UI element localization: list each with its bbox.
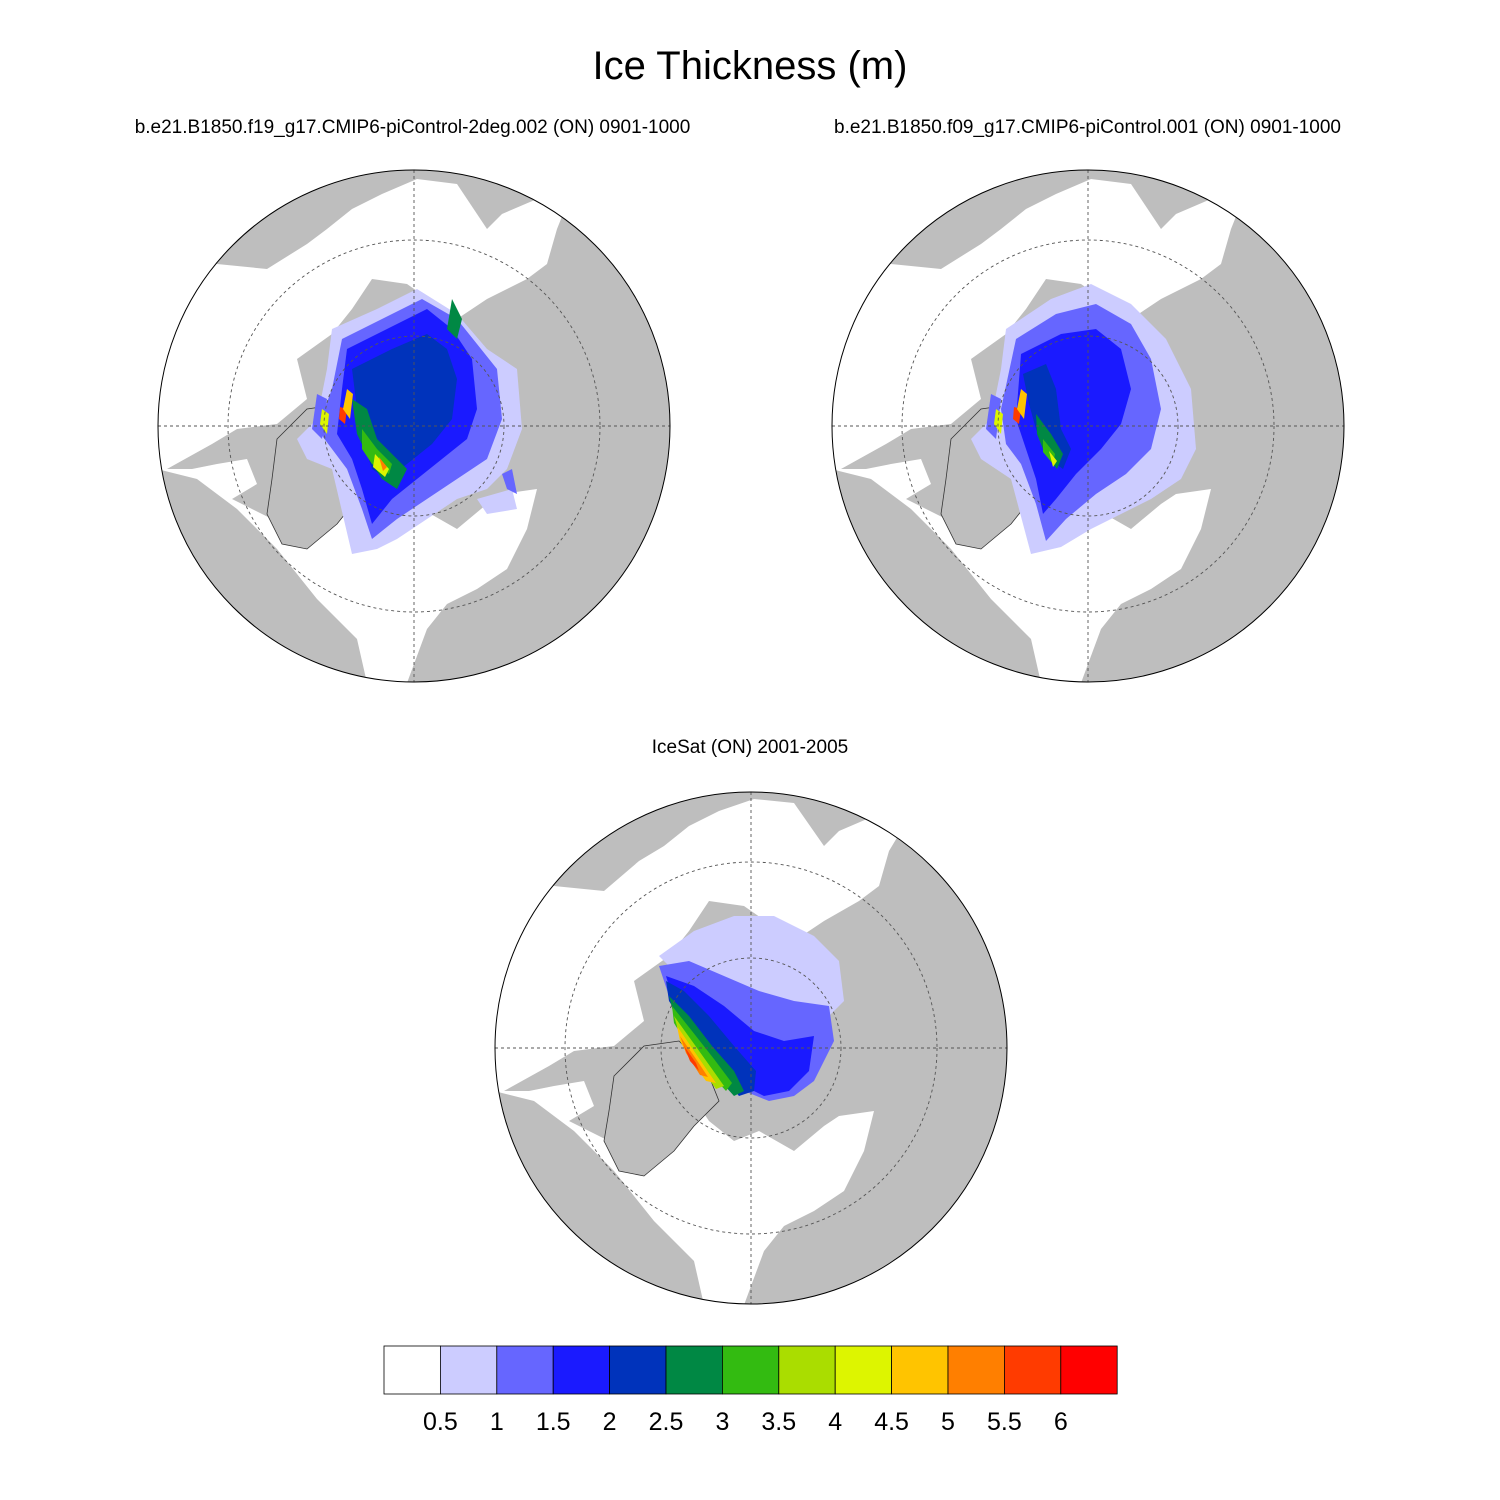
colorbar-box xyxy=(1004,1345,1062,1395)
map-boundary xyxy=(831,169,1345,683)
colorbar-tick-label: 5 xyxy=(941,1408,955,1436)
colorbar-box xyxy=(722,1345,780,1395)
polar-map-model-2deg xyxy=(157,169,671,683)
colorbar-tick-label: 5.5 xyxy=(987,1408,1022,1436)
map-boundary xyxy=(494,791,1008,1305)
graticule xyxy=(832,170,1344,682)
panel-right-subtitle: b.e21.B1850.f09_g17.CMIP6-piControl.001 … xyxy=(834,117,1341,138)
colorbar-box xyxy=(1060,1345,1118,1395)
sea-ice-field xyxy=(971,284,1196,554)
ocean-region xyxy=(832,179,1241,682)
colorbar-box xyxy=(496,1345,554,1395)
colorbar-tick-label: 2 xyxy=(603,1408,617,1436)
colorbar-tick-label: 3.5 xyxy=(761,1408,796,1436)
colorbar-box xyxy=(383,1345,441,1395)
graticule xyxy=(495,792,1007,1304)
colorbar-tick-label: 6 xyxy=(1054,1408,1068,1436)
colorbar-box xyxy=(891,1345,949,1395)
figure-title: Ice Thickness (m) xyxy=(592,44,908,88)
sea-ice-field xyxy=(297,289,522,554)
colorbar-box xyxy=(439,1345,498,1395)
panel-left-subtitle: b.e21.B1850.f19_g17.CMIP6-piControl-2deg… xyxy=(134,117,691,138)
colorbar-box xyxy=(609,1345,667,1395)
map-boundary xyxy=(157,169,671,683)
colorbar-tick-label: 1 xyxy=(490,1408,504,1436)
colorbar-box xyxy=(834,1345,893,1395)
colorbar-tick-label: 2.5 xyxy=(649,1408,684,1436)
ocean-region xyxy=(158,179,567,682)
colorbar-tick-label: 4.5 xyxy=(874,1408,909,1436)
colorbar-box xyxy=(665,1345,723,1395)
polar-map-icesat xyxy=(494,791,1008,1305)
polar-map-model-1deg xyxy=(831,169,1345,683)
colorbar-box xyxy=(778,1345,836,1395)
ocean-region xyxy=(495,799,904,1304)
colorbar-tick-label: 1.5 xyxy=(536,1408,571,1436)
colorbar-box xyxy=(552,1345,611,1395)
colorbar-tick-label: 0.5 xyxy=(423,1408,458,1436)
colorbar-labels: 0.5 1 1.5 2 2.5 3 3.5 4 4.5 5 5.5 6 xyxy=(423,1408,1068,1436)
panel-bottom-subtitle: IceSat (ON) 2001-2005 xyxy=(651,737,849,758)
graticule xyxy=(158,170,670,682)
colorbar-box xyxy=(947,1345,1005,1395)
greenland xyxy=(603,1040,720,1177)
colorbar-boxes xyxy=(383,1345,1118,1395)
colorbar-tick-label: 4 xyxy=(828,1408,842,1436)
sea-ice-field xyxy=(659,916,844,1101)
colorbar-tick-label: 3 xyxy=(715,1408,729,1436)
